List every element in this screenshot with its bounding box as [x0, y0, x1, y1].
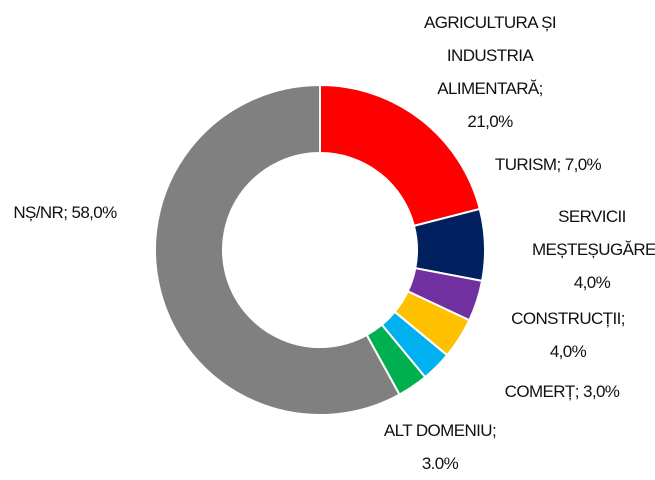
data-label: TURISM 7,0% [478, 148, 618, 181]
value-label: 4,0% [573, 273, 611, 292]
category-label: TURISM [495, 155, 561, 174]
data-label: COMERȚ 3,0% [492, 375, 632, 408]
donut-segment [319, 83, 482, 228]
data-label: NȘ/NR 58,0% [0, 196, 130, 229]
value-label: 7,0% [564, 155, 602, 174]
data-label: ALT DOMENIU 3.0% [380, 414, 500, 480]
category-label: ALT DOMENIU [384, 421, 496, 440]
category-label: SERVICII MEȘTEȘUGĂREȘTI [532, 207, 655, 259]
category-label: NȘ/NR [13, 203, 67, 222]
value-label: 3.0% [421, 454, 459, 473]
value-label: 21,0% [467, 112, 513, 131]
category-label: AGRICULTURA ȘI INDUSTRIA ALIMENTARĂ [424, 13, 557, 98]
value-label: 4,0% [549, 342, 587, 361]
data-label: CONSTRUCȚII 4,0% [508, 302, 628, 368]
value-label: 58,0% [71, 203, 117, 222]
value-label: 3,0% [582, 382, 620, 401]
category-label: CONSTRUCȚII [511, 309, 625, 328]
data-label: AGRICULTURA ȘI INDUSTRIA ALIMENTARĂ 21,0… [415, 6, 565, 138]
donut-segment [154, 83, 401, 416]
data-label: SERVICII MEȘTEȘUGĂREȘTI 4,0% [532, 200, 655, 299]
category-label: COMERȚ [505, 382, 579, 401]
